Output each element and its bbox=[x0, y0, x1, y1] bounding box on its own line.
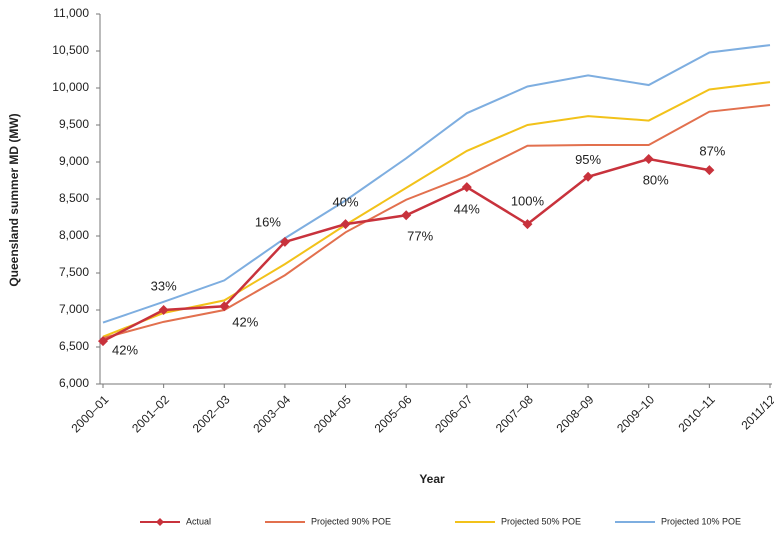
point-marker bbox=[522, 219, 533, 230]
y-tick-label: 9,500 bbox=[59, 117, 89, 131]
point-marker bbox=[643, 154, 654, 165]
x-tick-label: 2002–03 bbox=[190, 392, 233, 435]
y-tick-label: 8,000 bbox=[59, 228, 89, 242]
y-tick-label: 10,000 bbox=[52, 80, 89, 94]
x-tick-label: 2009–10 bbox=[614, 392, 657, 435]
y-axis-label: Queensland summer MD (MW) bbox=[7, 113, 21, 286]
x-tick-label: 2001–02 bbox=[129, 392, 172, 435]
x-tick-label: 2004–05 bbox=[311, 392, 354, 435]
point-marker bbox=[401, 210, 412, 221]
point-marker bbox=[340, 219, 351, 230]
series-line bbox=[102, 104, 771, 340]
x-tick-label: 2011/12 bbox=[738, 392, 774, 432]
x-tick-label: 2006–07 bbox=[432, 392, 475, 435]
legend-label: Projected 90% POE bbox=[311, 516, 391, 526]
point-marker bbox=[583, 171, 594, 182]
legend-label: Projected 10% POE bbox=[661, 516, 741, 526]
y-tick-label: 8,500 bbox=[59, 191, 89, 205]
legend-label: Actual bbox=[186, 516, 211, 526]
point-label: 42% bbox=[112, 343, 138, 358]
series-line bbox=[102, 157, 710, 343]
y-tick-label: 6,000 bbox=[59, 376, 89, 390]
point-label: 33% bbox=[151, 278, 177, 293]
point-label: 77% bbox=[407, 229, 433, 244]
point-marker bbox=[158, 305, 169, 315]
x-tick-label: 2003–04 bbox=[250, 392, 293, 435]
point-label: 42% bbox=[232, 315, 258, 330]
point-marker bbox=[704, 165, 715, 176]
x-tick-label: 2010–11 bbox=[675, 392, 718, 435]
y-tick-label: 9,000 bbox=[59, 154, 89, 168]
x-axis-label: Year bbox=[419, 472, 445, 486]
point-label: 95% bbox=[575, 152, 601, 167]
y-tick-label: 7,500 bbox=[59, 265, 89, 279]
point-label: 87% bbox=[699, 144, 725, 159]
point-marker bbox=[279, 236, 290, 247]
point-marker bbox=[219, 301, 230, 312]
x-tick-label: 2000–01 bbox=[68, 392, 111, 435]
y-tick-label: 7,000 bbox=[59, 302, 89, 316]
x-tick-label: 2005–06 bbox=[372, 392, 415, 435]
legend-marker bbox=[156, 518, 164, 526]
series-line bbox=[102, 44, 771, 324]
point-label: 16% bbox=[255, 214, 281, 229]
point-label: 100% bbox=[511, 194, 545, 209]
x-tick-label: 2008–09 bbox=[554, 392, 597, 435]
point-label: 44% bbox=[454, 202, 480, 217]
point-marker bbox=[98, 336, 108, 347]
legend-label: Projected 50% POE bbox=[501, 516, 581, 526]
y-tick-label: 6,500 bbox=[59, 339, 89, 353]
y-tick-label: 10,500 bbox=[52, 43, 89, 57]
point-marker bbox=[461, 182, 472, 193]
series-line bbox=[102, 81, 771, 338]
x-tick-label: 2007–08 bbox=[493, 392, 536, 435]
point-label: 80% bbox=[643, 172, 669, 187]
y-tick-label: 11,000 bbox=[53, 6, 89, 20]
point-label: 40% bbox=[333, 195, 359, 210]
